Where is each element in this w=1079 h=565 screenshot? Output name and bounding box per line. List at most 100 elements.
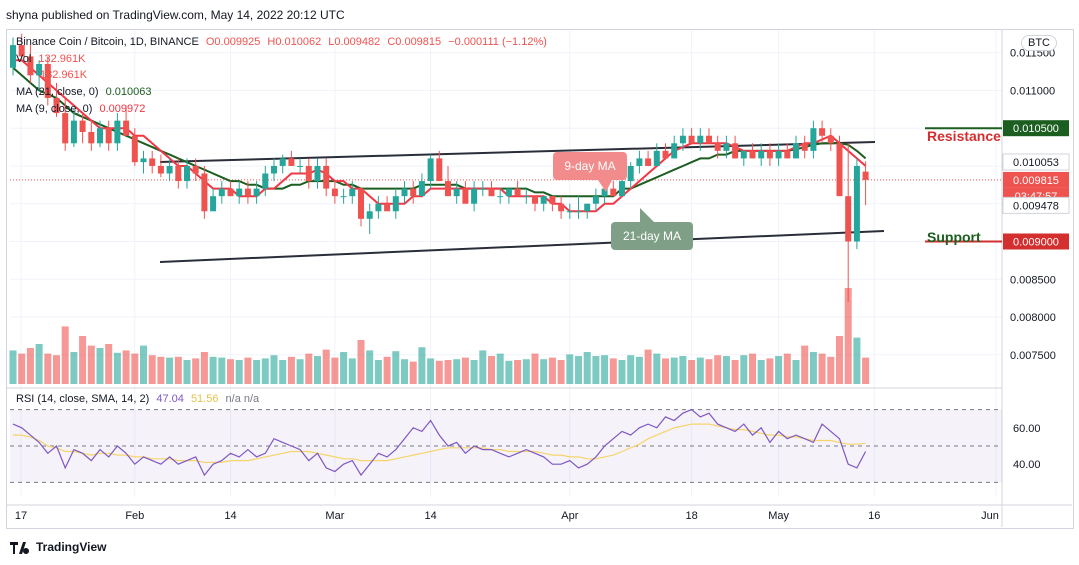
volume-bar bbox=[374, 360, 382, 384]
volume-bar bbox=[192, 358, 200, 384]
candle-body bbox=[140, 158, 147, 163]
volume-bar bbox=[557, 360, 565, 384]
volume-bar bbox=[522, 359, 530, 384]
volume-bar bbox=[253, 360, 261, 384]
volume-bar bbox=[496, 353, 504, 384]
ma21-line bbox=[12, 67, 867, 198]
ma9-callout: 9-day MA bbox=[553, 152, 627, 192]
candle-body bbox=[862, 171, 869, 180]
volume-bar bbox=[9, 350, 17, 384]
candle-body bbox=[184, 165, 190, 182]
candle-body bbox=[70, 120, 77, 144]
volume-bar bbox=[618, 360, 626, 384]
time-tick-label: Apr bbox=[561, 510, 578, 522]
candle-body bbox=[114, 120, 121, 144]
candle-body bbox=[36, 63, 43, 76]
volume-bar bbox=[688, 360, 696, 384]
candle-body bbox=[445, 181, 451, 197]
candle-body bbox=[149, 158, 156, 166]
volume-bar bbox=[775, 356, 783, 384]
volume-bar bbox=[331, 357, 339, 384]
volume-bar bbox=[836, 336, 843, 384]
price-change: −0.000111 (−1.12%) bbox=[448, 36, 547, 48]
candle-body bbox=[218, 188, 225, 197]
price-tick-label: 0.007500 bbox=[1010, 350, 1056, 362]
candle-body bbox=[540, 196, 547, 204]
price-axis-tag-label: 0.010500 bbox=[1013, 123, 1059, 135]
time-tick-label: Feb bbox=[125, 510, 144, 522]
volume-bar bbox=[548, 357, 556, 384]
channel-upper-line bbox=[159, 141, 876, 163]
candle-body bbox=[471, 188, 478, 204]
volume-bar bbox=[53, 355, 60, 384]
volume-bar bbox=[653, 353, 661, 384]
candle-body bbox=[688, 135, 695, 144]
time-tick-label: 14 bbox=[224, 510, 236, 522]
volume-bar bbox=[679, 356, 687, 384]
volume-bar bbox=[409, 361, 417, 384]
candle-body bbox=[810, 128, 817, 151]
price-tick-label: 0.008000 bbox=[1010, 312, 1056, 324]
candle-body bbox=[131, 135, 138, 163]
vol-legend-2: 132.961K bbox=[16, 69, 91, 81]
candle-body bbox=[453, 188, 460, 197]
candle-body bbox=[740, 150, 747, 159]
tradingview-logo-icon bbox=[10, 542, 32, 554]
candle-body bbox=[462, 188, 469, 204]
volume-bar bbox=[183, 360, 191, 384]
volume-bar bbox=[209, 356, 217, 384]
volume-bar bbox=[357, 340, 365, 384]
channel-lower-line bbox=[159, 230, 885, 263]
volume-bar bbox=[862, 357, 870, 384]
candle-body bbox=[331, 188, 338, 197]
candle-body bbox=[505, 188, 512, 197]
footer-brand: TradingView bbox=[10, 540, 106, 554]
volume-bar bbox=[348, 358, 356, 384]
volume-bar bbox=[366, 350, 374, 384]
volume-bar bbox=[26, 348, 34, 384]
volume-bar bbox=[583, 352, 591, 384]
candle-body bbox=[627, 165, 634, 182]
candle-body bbox=[584, 203, 591, 212]
candle-body bbox=[723, 143, 730, 151]
candle-body bbox=[592, 196, 599, 204]
volume-bar bbox=[287, 356, 295, 384]
candle-body bbox=[53, 97, 60, 114]
candle-body bbox=[123, 120, 130, 136]
ma9-line bbox=[13, 59, 867, 213]
candle-body bbox=[488, 188, 495, 197]
volume-bar bbox=[705, 359, 713, 384]
candle-body bbox=[758, 150, 765, 159]
volume-bar bbox=[227, 359, 234, 384]
ma21-callout-box bbox=[611, 222, 693, 250]
support-label: Support bbox=[927, 229, 981, 245]
candle-body bbox=[314, 165, 321, 182]
publisher-line: shyna published on TradingView.com, May … bbox=[6, 8, 345, 22]
candle-body bbox=[262, 173, 269, 189]
candle-body bbox=[497, 196, 504, 198]
time-tick-label: 17 bbox=[15, 510, 27, 522]
ma21-callout-label: 21-day MA bbox=[623, 229, 681, 243]
volume-bar bbox=[270, 355, 278, 384]
price-axis-tag bbox=[1003, 233, 1069, 250]
candle-body bbox=[706, 135, 712, 144]
volume-bar bbox=[174, 356, 182, 384]
candle-body bbox=[97, 128, 103, 144]
candle-body bbox=[105, 128, 112, 144]
rsi-line bbox=[12, 408, 867, 477]
time-tick-label: Jun bbox=[981, 510, 999, 522]
volume-bar bbox=[87, 345, 95, 384]
candle-body bbox=[436, 158, 443, 182]
time-tick-label: 16 bbox=[868, 510, 880, 522]
rsi-na: n/a n/a bbox=[225, 393, 260, 405]
volume-bar bbox=[766, 358, 774, 384]
candle-body bbox=[210, 196, 217, 212]
currency-badge[interactable]: BTC bbox=[1021, 35, 1057, 51]
candle-body bbox=[532, 196, 538, 204]
volume-bar bbox=[140, 345, 147, 384]
candle-body bbox=[697, 135, 704, 144]
candle-body bbox=[175, 165, 182, 182]
candle-body bbox=[79, 120, 86, 132]
chart-frame bbox=[6, 29, 1074, 529]
